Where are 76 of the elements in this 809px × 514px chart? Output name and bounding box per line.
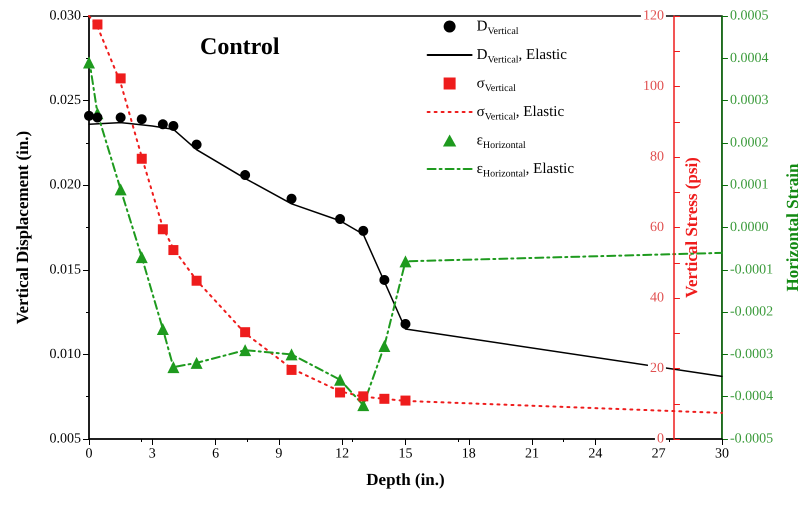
y-tick-label: 0.030: [50, 8, 81, 24]
y2-tick-label: 60: [650, 220, 664, 235]
y-tick-label: 0.010: [50, 346, 81, 362]
x-tick-label: 0: [86, 446, 92, 462]
y-axis-title: Vertical Displacement (in.): [13, 130, 32, 324]
point: [379, 394, 390, 404]
y2-tick-label: 20: [650, 361, 664, 376]
point: [136, 154, 147, 164]
point: [286, 348, 298, 360]
y3-tick-label: 0.0000: [730, 220, 768, 235]
x-tick-label: 21: [525, 446, 540, 462]
x-tick-label: 9: [275, 446, 282, 462]
x-tick-label: 6: [212, 446, 220, 462]
y3-tick-label: -0.0003: [730, 346, 774, 362]
y3-axis-title: Horizontal Strain: [783, 162, 802, 292]
y-tick-label: 0.015: [50, 262, 81, 278]
point: [92, 112, 102, 123]
y-tick-label: 0.020: [50, 178, 81, 193]
point: [379, 274, 390, 285]
point: [168, 245, 178, 256]
point: [240, 170, 250, 180]
point: [335, 387, 346, 398]
y-tick-label: 0.025: [50, 93, 81, 108]
y2-tick-label: 100: [642, 79, 664, 94]
point: [239, 344, 252, 356]
point: [286, 364, 297, 375]
point: [114, 183, 127, 196]
y2-tick-label: 40: [650, 290, 664, 306]
y3-tick-label: 0.0001: [730, 178, 768, 193]
x-tick-label: 12: [335, 446, 350, 462]
point: [136, 114, 147, 124]
point: [358, 226, 368, 236]
text: Control: [200, 34, 280, 60]
point: [156, 323, 169, 336]
point: [286, 194, 297, 204]
y3-tick-label: -0.0005: [730, 432, 774, 446]
x-tick-label: 30: [714, 446, 729, 462]
y3-tick-label: -0.0001: [730, 262, 774, 278]
point: [136, 251, 148, 264]
y3-tick-label: -0.0004: [730, 389, 774, 404]
point: [358, 391, 368, 402]
point: [83, 56, 95, 69]
y-tick-label: 0.005: [50, 432, 81, 446]
y2-tick-label: 80: [650, 150, 664, 164]
point: [334, 374, 346, 386]
y3-tick-label: 0.0003: [730, 93, 768, 108]
x-tick-label: 15: [398, 446, 412, 462]
point: [92, 19, 102, 30]
point: [378, 340, 390, 352]
point: [116, 73, 126, 84]
point: [400, 318, 410, 329]
x-tick-label: 27: [652, 446, 666, 462]
point: [190, 356, 203, 369]
point: [192, 140, 202, 150]
y2-tick-label: 120: [642, 8, 664, 24]
x-tick-label: 3: [148, 446, 156, 462]
point: [158, 119, 168, 130]
x-tick-label: 24: [588, 446, 602, 462]
y3-tick-label: 0.0005: [730, 8, 768, 24]
point: [158, 224, 168, 234]
point: [84, 110, 94, 121]
point: [192, 276, 202, 286]
point: [399, 255, 412, 268]
point: [240, 327, 250, 338]
y3-tick-label: -0.0002: [730, 304, 774, 320]
y2-axis-title: Vertical Stress (psi): [682, 157, 701, 298]
y2-tick-label: 0: [656, 432, 664, 446]
point: [335, 214, 346, 224]
point: [400, 396, 410, 406]
point: [116, 112, 126, 123]
x-tick-label: 18: [462, 446, 476, 462]
point: [167, 361, 180, 374]
y3-tick-label: 0.0004: [730, 50, 768, 66]
y3-tick-label: 0.0002: [730, 135, 768, 150]
x-axis-title: Depth (in.): [366, 470, 445, 489]
point: [168, 120, 178, 131]
